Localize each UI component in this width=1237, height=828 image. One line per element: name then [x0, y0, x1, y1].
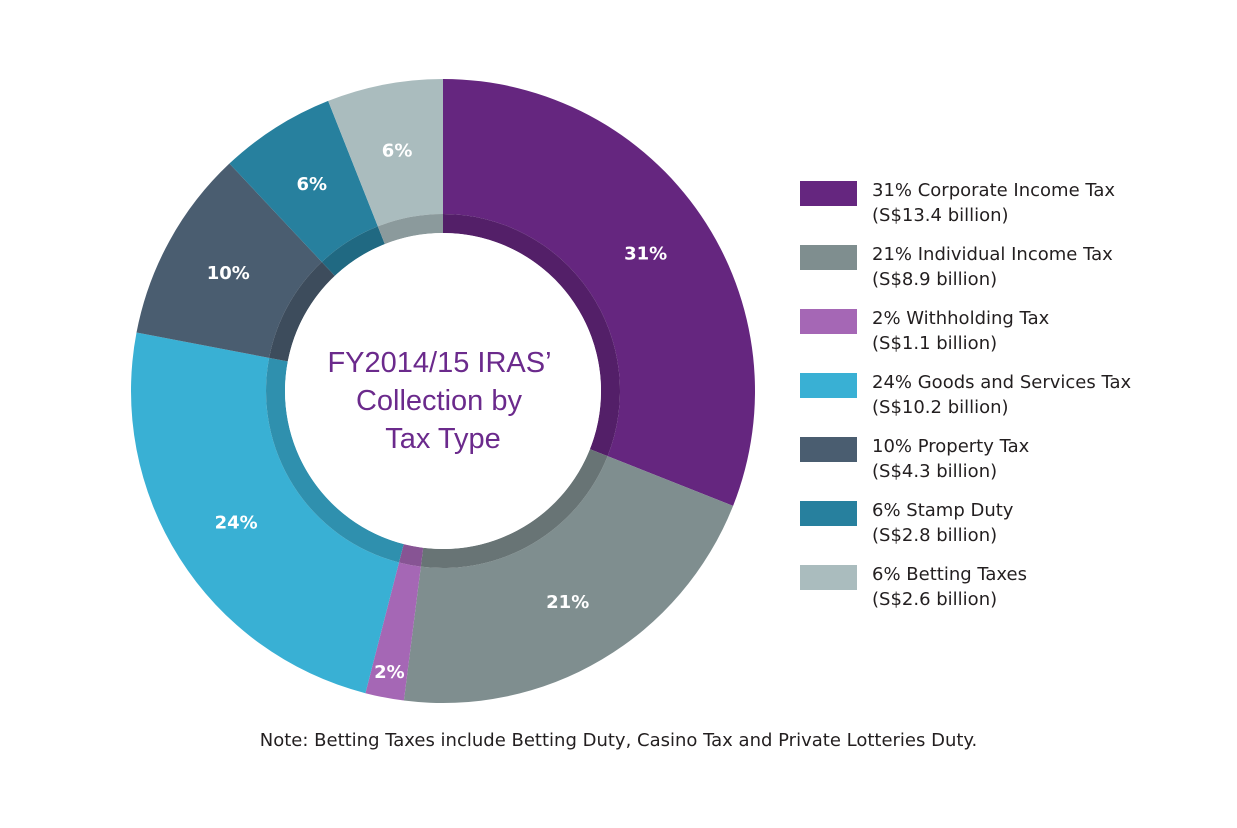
slice-label-goods-and-services-tax: 24%	[215, 512, 258, 533]
legend-swatch	[800, 565, 857, 590]
slice-withholding-tax	[365, 562, 421, 701]
chart-title: FY2014/15 IRAS’ Collection by Tax Type	[327, 347, 558, 455]
legend-text: 24% Goods and Services Tax (S$10.2 billio…	[872, 370, 1131, 420]
donut-outer-ring	[130, 79, 755, 704]
chart-legend: 31% Corporate Income Tax (S$13.4 billion)…	[800, 178, 1230, 626]
slice-inner-stamp-duty	[321, 226, 385, 276]
legend-amount: (S$2.8 billion)	[872, 525, 998, 546]
legend-swatch	[800, 373, 857, 398]
slice-label-betting-taxes: 6%	[382, 140, 413, 161]
legend-label: 31% Corporate Income Tax	[872, 180, 1116, 201]
legend-item-stamp-duty: 6% Stamp Duty (S$2.8 billion)	[800, 498, 1230, 562]
slice-property-tax	[136, 163, 322, 358]
donut-center-hole	[285, 233, 601, 549]
slice-label-individual-income-tax: 21%	[546, 592, 589, 613]
slice-stamp-duty	[229, 100, 378, 262]
legend-item-property-tax: 10% Property Tax (S$4.3 billion)	[800, 434, 1230, 498]
legend-text: 31% Corporate Income Tax (S$13.4 billion)	[872, 178, 1115, 228]
chart-title-line-2: Collection by	[356, 385, 523, 417]
legend-text: 6% Stamp Duty (S$2.8 billion)	[872, 498, 1013, 548]
slice-label-corporate-income-tax: 31%	[624, 243, 667, 264]
legend-text: 10% Property Tax (S$4.3 billion)	[872, 434, 1029, 484]
legend-amount: (S$13.4 billion)	[872, 205, 1009, 226]
slice-inner-withholding-tax	[398, 544, 424, 567]
legend-text: 2% Withholding Tax (S$1.1 billion)	[872, 306, 1049, 356]
donut-inner-ring	[266, 214, 620, 568]
slice-inner-property-tax	[269, 261, 335, 362]
legend-item-betting-taxes: 6% Betting Taxes (S$2.6 billion)	[800, 562, 1230, 626]
legend-amount: (S$2.6 billion)	[872, 589, 998, 610]
slice-inner-goods-and-services-tax	[266, 357, 404, 563]
slice-corporate-income-tax	[443, 79, 755, 506]
legend-label: 24% Goods and Services Tax	[872, 372, 1132, 393]
legend-swatch	[800, 309, 857, 334]
footnote: Note: Betting Taxes include Betting Duty…	[259, 730, 978, 751]
legend-item-withholding-tax: 2% Withholding Tax (S$1.1 billion)	[800, 306, 1230, 370]
legend-item-goods-and-services-tax: 24% Goods and Services Tax (S$10.2 billio…	[800, 370, 1230, 434]
slice-label-property-tax: 10%	[207, 263, 250, 284]
legend-swatch	[800, 181, 857, 206]
slice-goods-and-services-tax	[130, 332, 399, 694]
slice-label-withholding-tax: 2%	[374, 662, 405, 683]
slice-inner-individual-income-tax	[420, 449, 608, 568]
slice-labels: 31% 21% 2% 24% 10% 6% 6%	[207, 140, 667, 683]
chart-title-line-1: FY2014/15 IRAS’	[327, 347, 550, 379]
legend-text: 21% Individual Income Tax (S$8.9 billion)	[872, 242, 1113, 292]
legend-amount: (S$10.2 billion)	[872, 397, 1009, 418]
legend-label: 6% Stamp Duty	[872, 500, 1014, 521]
slice-betting-taxes	[328, 79, 443, 227]
legend-amount: (S$1.1 billion)	[872, 333, 998, 354]
legend-amount: (S$4.3 billion)	[872, 461, 998, 482]
legend-text: 6% Betting Taxes (S$2.6 billion)	[872, 562, 1027, 612]
legend-label: 6% Betting Taxes	[872, 564, 1027, 585]
legend-amount: (S$8.9 billion)	[872, 269, 998, 290]
slice-individual-income-tax	[403, 456, 734, 704]
legend-item-corporate-income-tax: 31% Corporate Income Tax (S$13.4 billion)	[800, 178, 1230, 242]
slice-inner-betting-taxes	[377, 214, 443, 245]
chart-title-line-3: Tax Type	[385, 423, 501, 455]
slice-inner-corporate-income-tax	[443, 214, 620, 457]
legend-label: 10% Property Tax	[872, 436, 1030, 457]
legend-item-individual-income-tax: 21% Individual Income Tax (S$8.9 billion)	[800, 242, 1230, 306]
legend-label: 2% Withholding Tax	[872, 308, 1050, 329]
legend-swatch	[800, 245, 857, 270]
legend-swatch	[800, 501, 857, 526]
legend-label: 21% Individual Income Tax	[872, 244, 1113, 265]
slice-label-stamp-duty: 6%	[296, 174, 327, 195]
legend-swatch	[800, 437, 857, 462]
